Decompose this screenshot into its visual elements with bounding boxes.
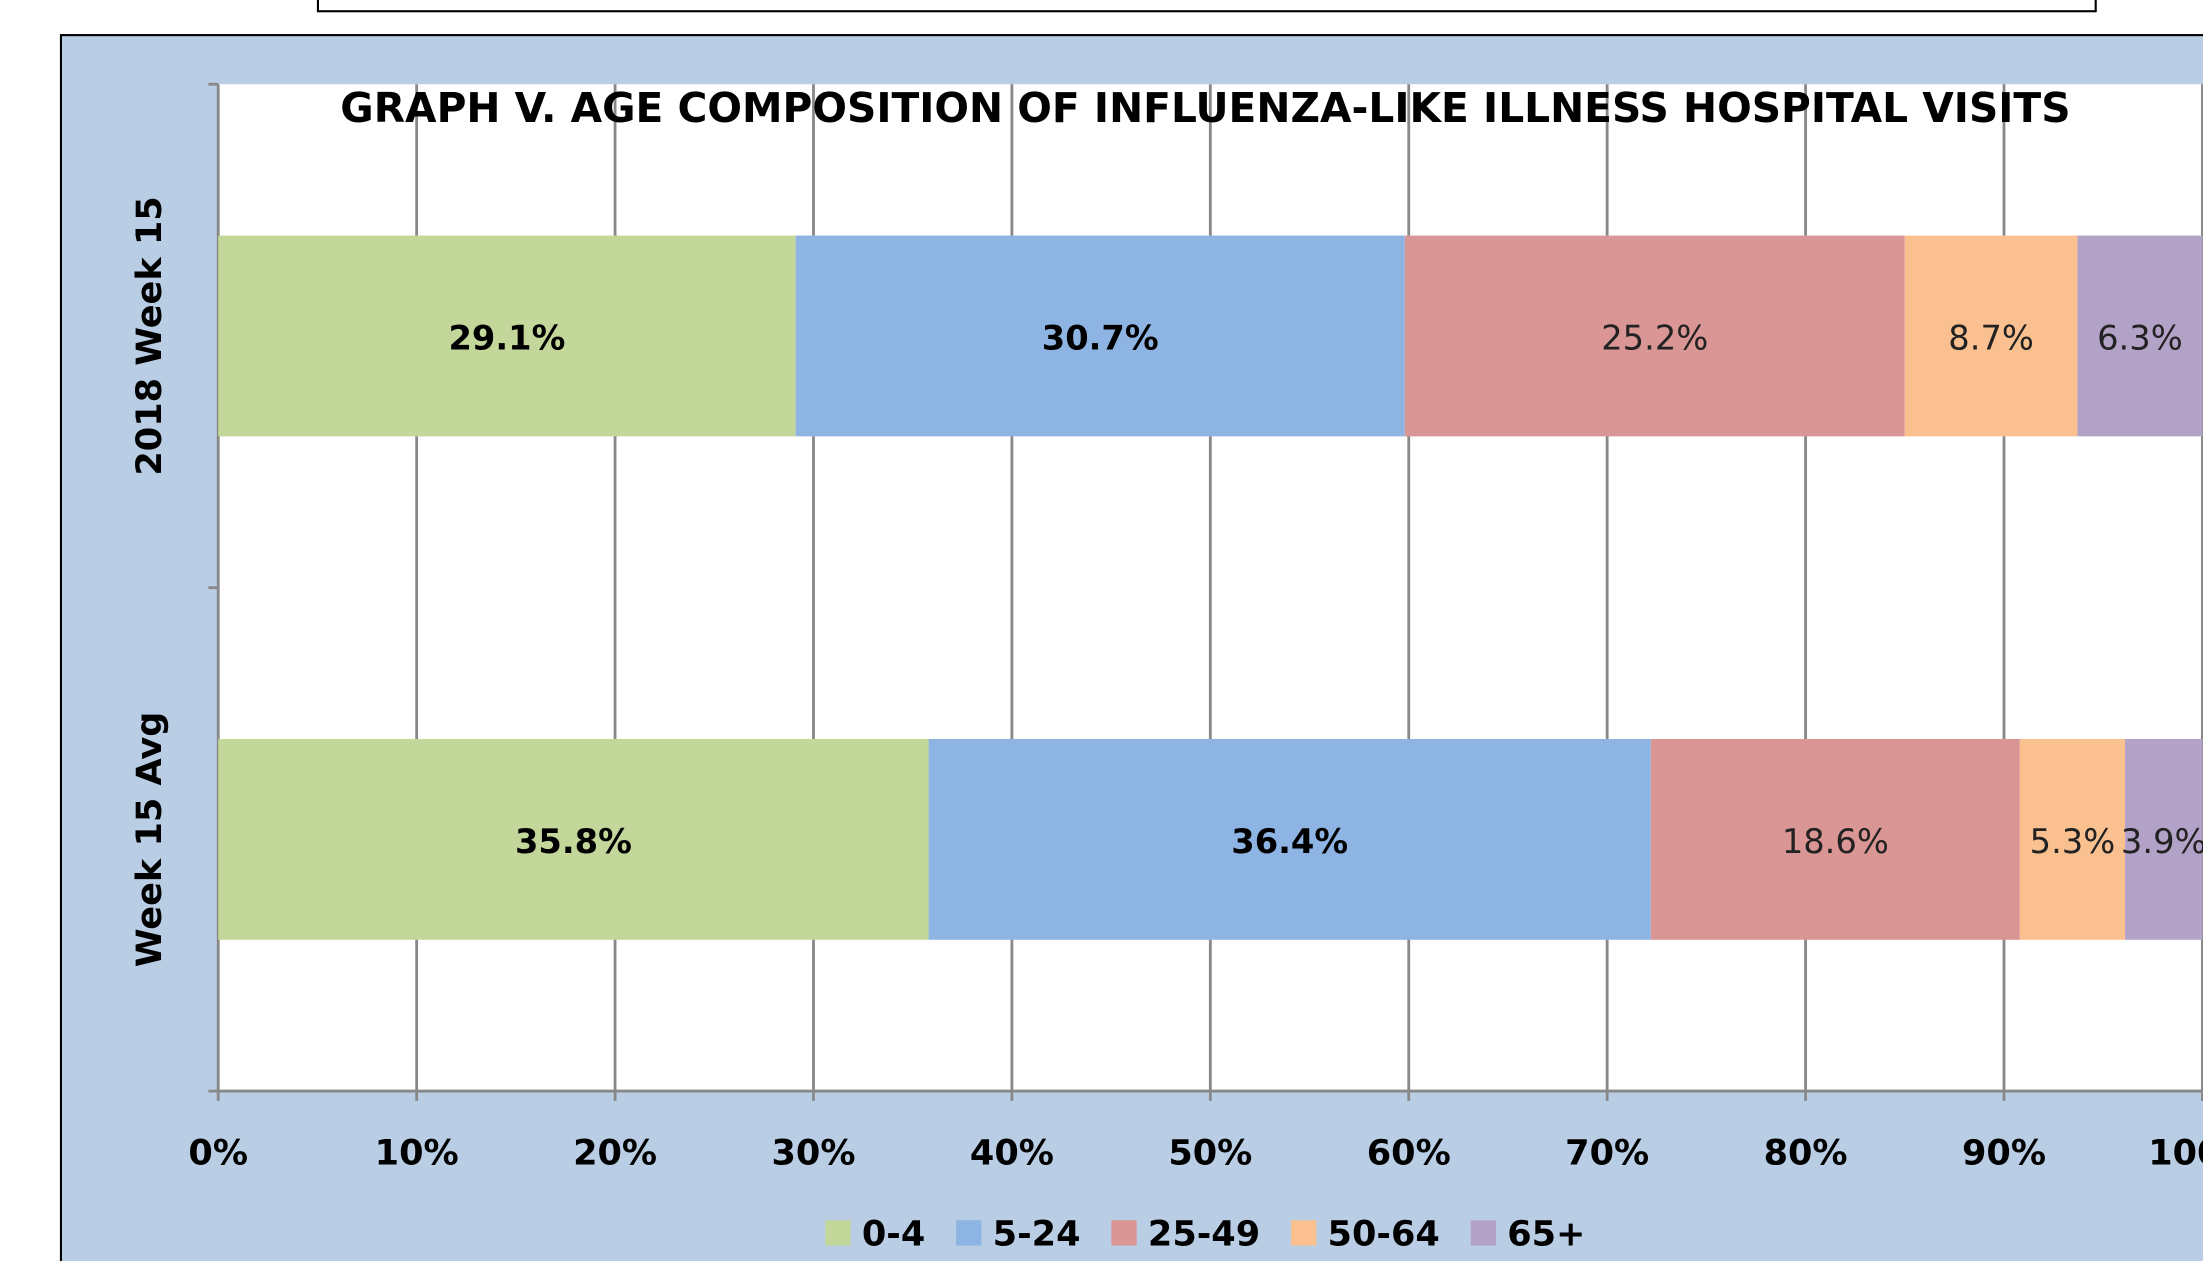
legend-swatch: [1111, 1220, 1137, 1246]
legend-label: 0-4: [862, 1214, 925, 1255]
legend-item: 0-4: [825, 1214, 925, 1255]
y-tick-label: 2018 Week 15: [129, 196, 170, 475]
bar-segment: [218, 738, 929, 940]
x-tick-label: 90%: [1962, 1132, 2046, 1173]
x-tick-label: 30%: [771, 1132, 855, 1173]
legend-item: 50-64: [1291, 1214, 1440, 1255]
data-label: 29.1%: [448, 319, 565, 358]
x-tick-label: 60%: [1367, 1132, 1451, 1173]
legend-label: 65+: [1507, 1214, 1585, 1255]
x-tick-label: 40%: [970, 1132, 1054, 1173]
x-tick-label: 20%: [573, 1132, 657, 1173]
bar-segment: [2019, 738, 2126, 940]
x-tick-label: 70%: [1565, 1132, 1649, 1173]
data-label: 18.6%: [1782, 822, 1889, 861]
legend-label: 25-49: [1148, 1214, 1260, 1255]
data-label: 6.3%: [2097, 319, 2183, 358]
data-label: 25.2%: [1601, 319, 1708, 358]
legend-swatch: [956, 1220, 982, 1246]
title-wrap: GRAPH V. AGE COMPOSITION OF INFLUENZA-LI…: [340, 84, 2071, 132]
chart-title: GRAPH V. AGE COMPOSITION OF INFLUENZA-LI…: [340, 84, 2071, 132]
data-label: 3.9%: [2121, 822, 2203, 861]
bars: 29.1% 30.7% 25.2% 8.7% 6.3% 35.8% 36.4% 18.6% 5.…: [218, 235, 2203, 940]
legend-swatch: [1291, 1220, 1317, 1246]
data-label: 30.7%: [1042, 319, 1159, 358]
legend-item: 25-49: [1111, 1214, 1260, 1255]
legend-swatch: [1470, 1220, 1496, 1246]
bar-segment: [1404, 235, 1905, 437]
data-label: 36.4%: [1231, 822, 1348, 861]
legend-item: 5-24: [956, 1214, 1081, 1255]
data-label: 5.3%: [2030, 822, 2116, 861]
bar-segment: [795, 235, 1405, 437]
y-tick-label: Week 15 Avg: [129, 712, 170, 968]
data-label: 35.8%: [515, 822, 632, 861]
top-box: [316, 0, 2097, 13]
bar-segment: [2077, 235, 2203, 437]
bar-segment: [218, 235, 796, 437]
legend-label: 50-64: [1328, 1214, 1440, 1255]
bar-segment: [928, 738, 1651, 940]
x-tick-label: 50%: [1168, 1132, 1252, 1173]
bar-segment: [1650, 738, 2020, 940]
legend-label: 5-24: [993, 1214, 1081, 1255]
x-tick-label: 80%: [1764, 1132, 1848, 1173]
legend-swatch: [825, 1220, 851, 1246]
data-label: 8.7%: [1948, 319, 2034, 358]
x-tick-label: 10%: [375, 1132, 459, 1173]
bar-segment: [2125, 738, 2203, 940]
bar-segment: [1904, 235, 2078, 437]
x-tick-label: 100%: [2148, 1132, 2203, 1173]
legend-item: 65+: [1470, 1214, 1585, 1255]
x-tick-label: 0%: [188, 1132, 248, 1173]
